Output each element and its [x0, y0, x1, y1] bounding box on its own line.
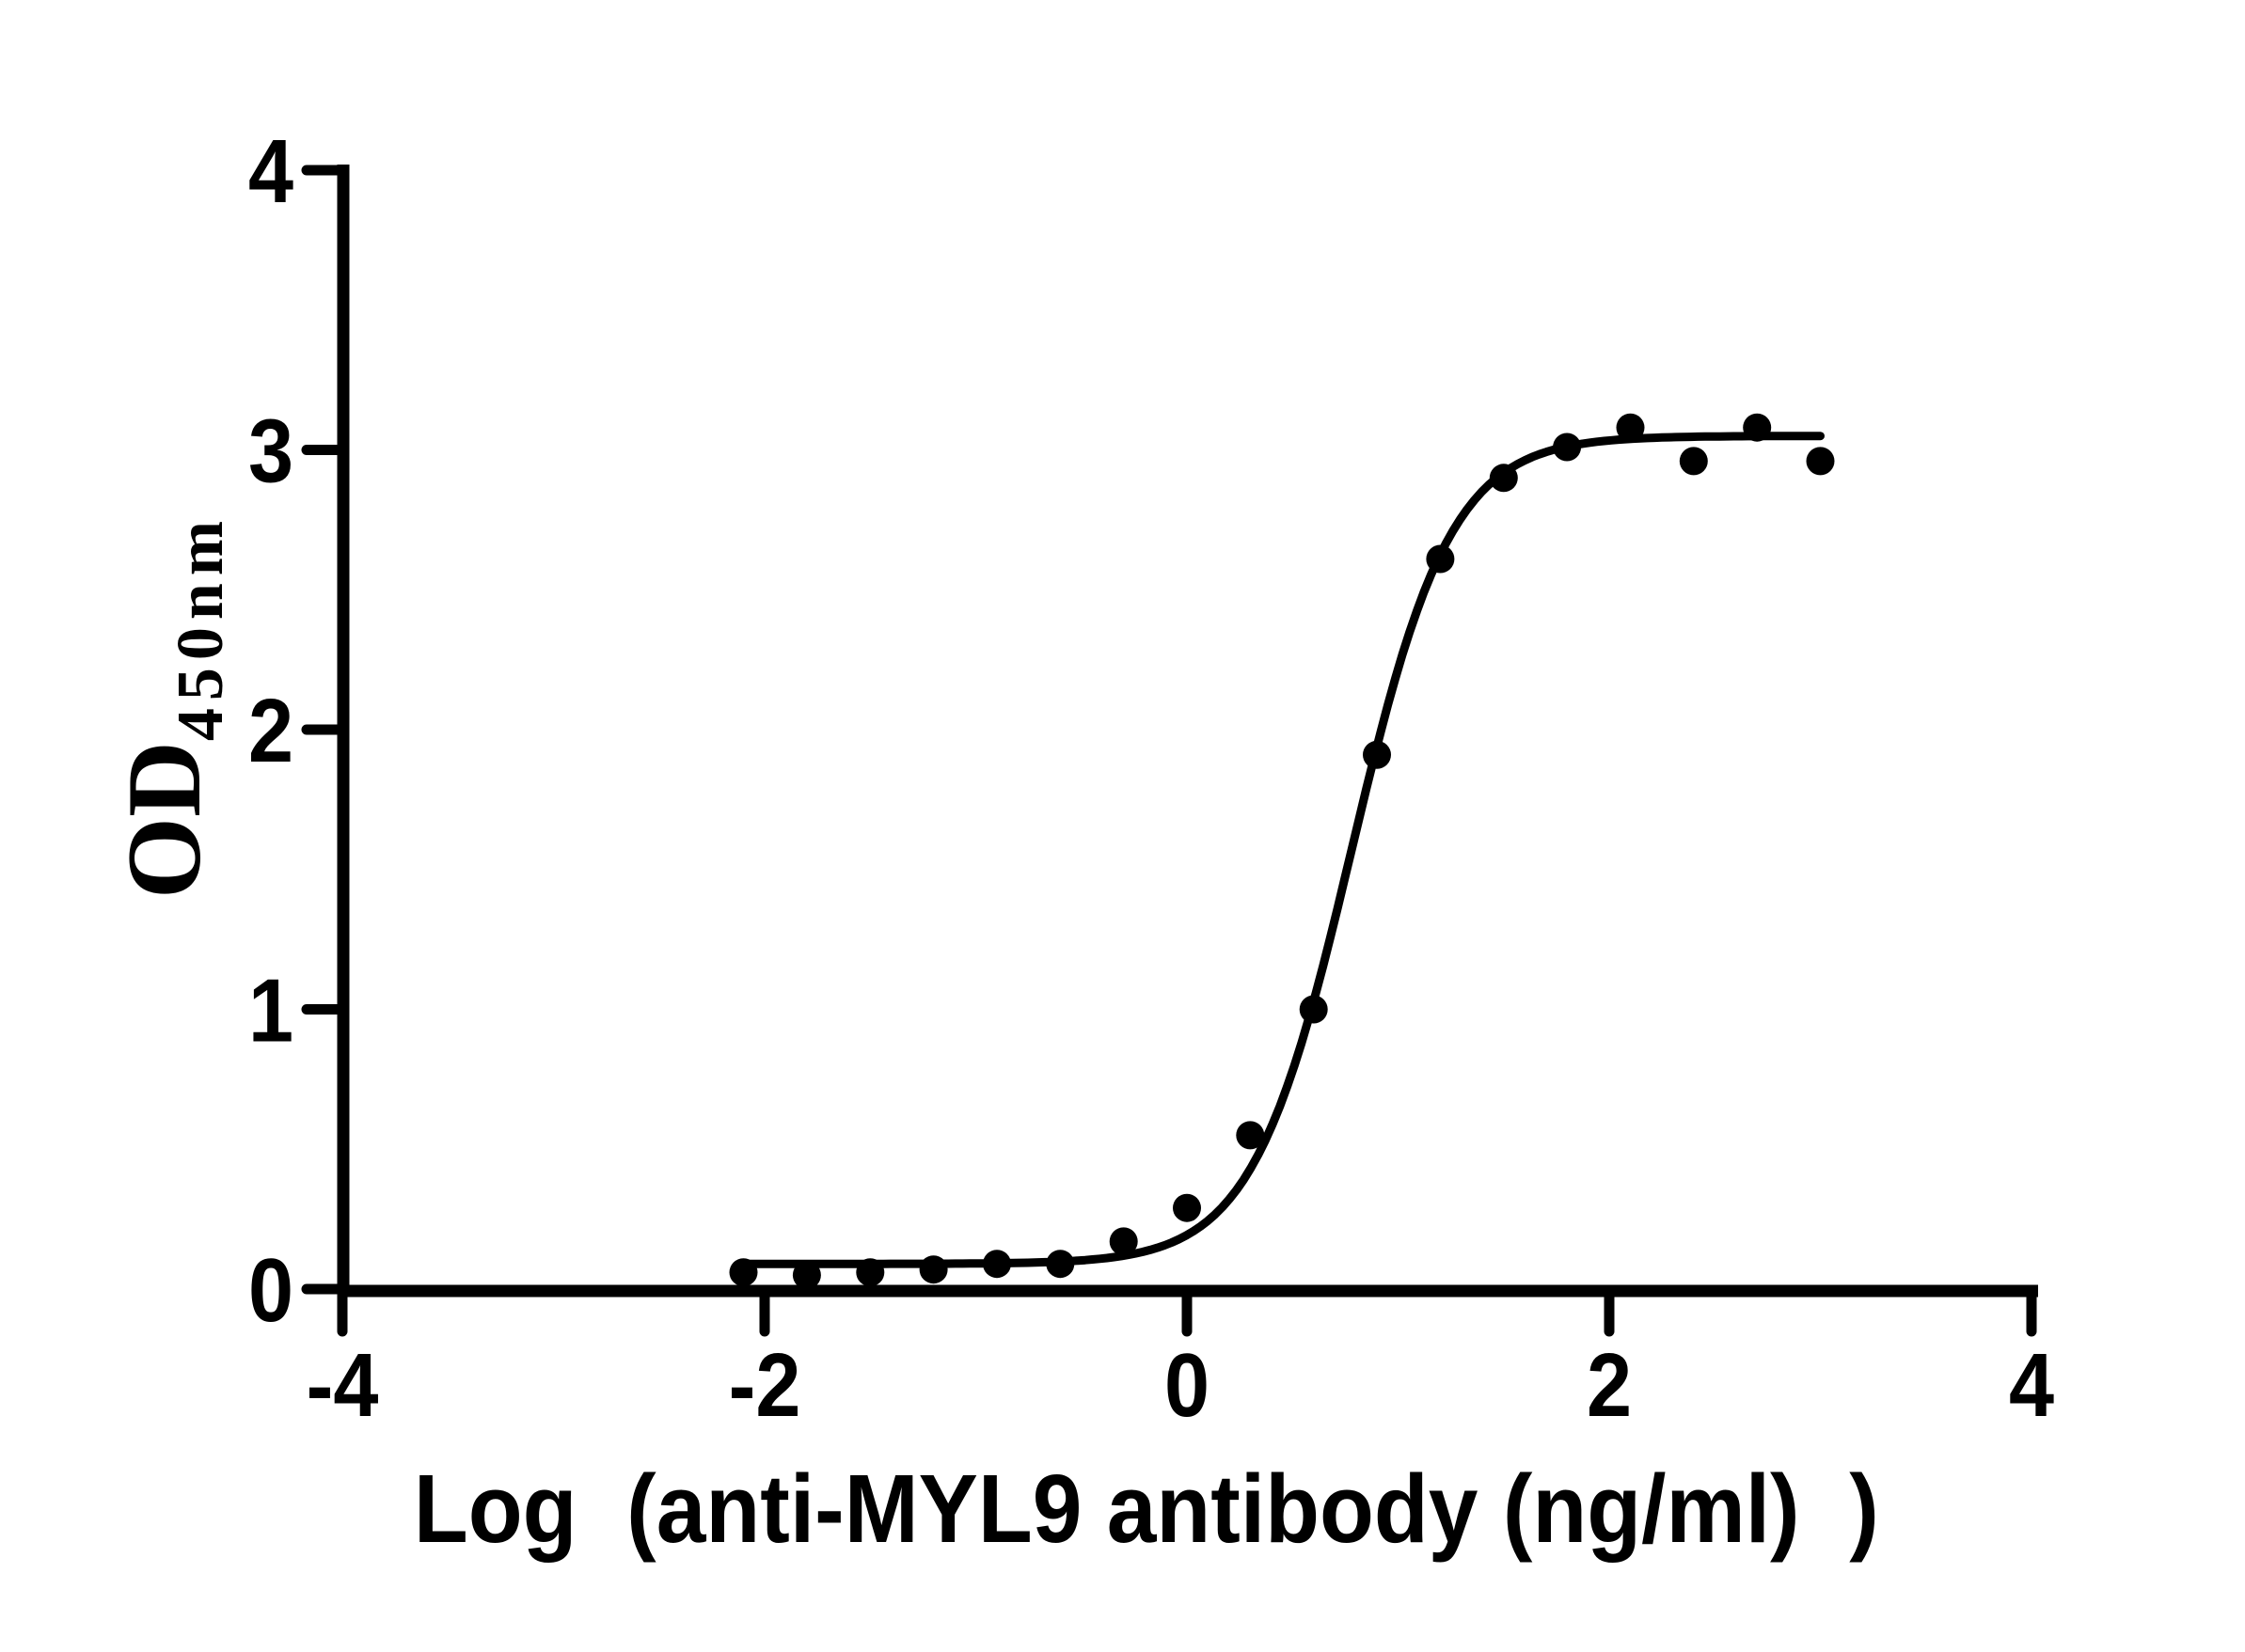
data-point [1173, 1193, 1201, 1222]
data-point [1806, 447, 1835, 476]
x-tick-label: -2 [729, 1335, 801, 1436]
data-point [1236, 1121, 1265, 1150]
data-point [856, 1258, 885, 1287]
y-axis-title-main: OD [106, 741, 223, 899]
y-axis-title-subscript: 450nm [165, 513, 237, 741]
data-point [1743, 413, 1772, 442]
data-point [1109, 1227, 1138, 1256]
y-tick-label: 3 [248, 401, 293, 501]
fit-curve [735, 432, 1825, 1268]
data-point [1616, 413, 1645, 442]
axes-group: 0 1 2 3 4 -4 -2 0 2 4 [248, 121, 2054, 1436]
x-axis-title: Log (anti-MYL9 antibody (ng/ml) ) [414, 1454, 1904, 1563]
y-tick-label: 2 [248, 681, 293, 781]
chart-canvas: 0 1 2 3 4 -4 -2 0 2 4 Log (anti-MYL9 antibody (ng… [106, 121, 2054, 1563]
x-tick-label: -4 [307, 1335, 379, 1436]
y-tick-label: 0 [248, 1240, 293, 1341]
data-point [1046, 1250, 1075, 1279]
data-point [1299, 995, 1328, 1024]
data-point [919, 1255, 948, 1284]
data-points-group [729, 413, 1835, 1290]
y-axis-title: OD450nm [106, 513, 237, 899]
data-point [1679, 447, 1708, 476]
data-point [983, 1250, 1011, 1279]
fit-curve-group [735, 432, 1825, 1268]
elisa-binding-chart: 0 1 2 3 4 -4 -2 0 2 4 Log (anti-MYL9 antibody (ng… [38, 15, 2245, 1637]
data-point [729, 1258, 758, 1287]
data-point [792, 1261, 821, 1290]
x-tick-label: 2 [1587, 1335, 1632, 1436]
x-tick-label: 0 [1164, 1335, 1209, 1436]
data-point [1426, 544, 1455, 574]
y-tick-label: 1 [248, 960, 293, 1061]
data-point [1363, 740, 1391, 769]
y-tick-label: 4 [248, 121, 293, 222]
data-point [1489, 464, 1518, 493]
data-point [1553, 433, 1582, 462]
x-tick-label: 4 [2009, 1335, 2054, 1436]
